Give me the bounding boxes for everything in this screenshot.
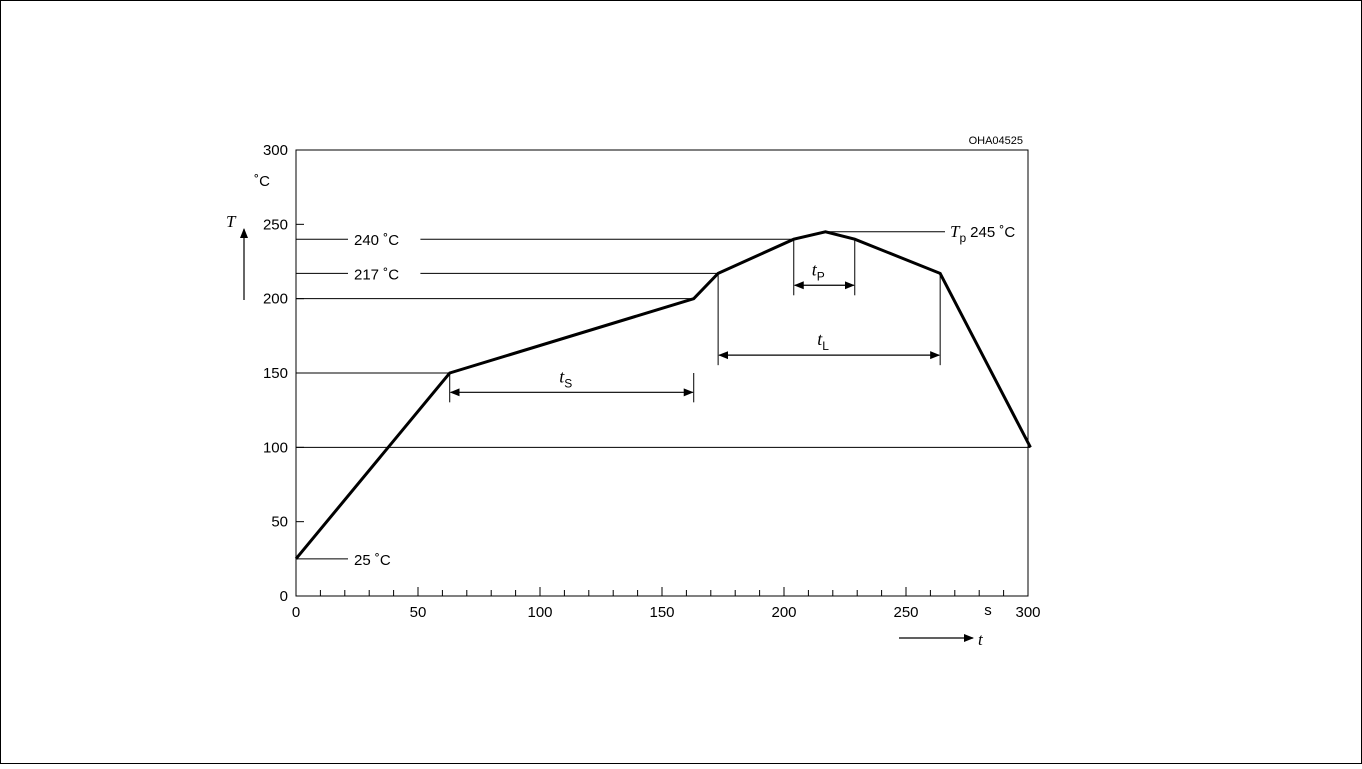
x-tick-label: 200 [771, 604, 796, 621]
x-tick-label: 0 [292, 604, 300, 621]
ref-label: 240 ˚C [354, 232, 399, 249]
x-axis-symbol: t [978, 630, 984, 649]
y-tick-label: 200 [263, 291, 288, 308]
ref-label: 217 ˚C [354, 266, 399, 283]
x-axis-unit: s [984, 602, 992, 619]
x-tick-label: 250 [893, 604, 918, 621]
ref-label: 25 ˚C [354, 552, 391, 569]
chart-code: OHA04525 [969, 135, 1023, 147]
x-tick-label: 150 [649, 604, 674, 621]
y-tick-label: 50 [271, 514, 288, 531]
y-axis-unit: ˚C [254, 173, 270, 190]
y-axis-symbol: T [226, 212, 237, 231]
y-tick-label: 100 [263, 439, 288, 456]
temperature-profile-line [294, 230, 1032, 560]
y-tick-label: 0 [280, 588, 288, 605]
interval-label: tP [812, 259, 825, 283]
x-tick-label: 300 [1015, 604, 1040, 621]
interval-label: tS [559, 366, 572, 390]
y-tick-label: 300 [263, 142, 288, 159]
x-tick-label: 100 [527, 604, 552, 621]
y-tick-label: 250 [263, 216, 288, 233]
interval-label: tL [817, 329, 829, 353]
y-tick-label: 150 [263, 365, 288, 382]
ref-label-peak: Tp 245 ˚C [950, 222, 1015, 245]
x-tick-label: 50 [410, 604, 427, 621]
